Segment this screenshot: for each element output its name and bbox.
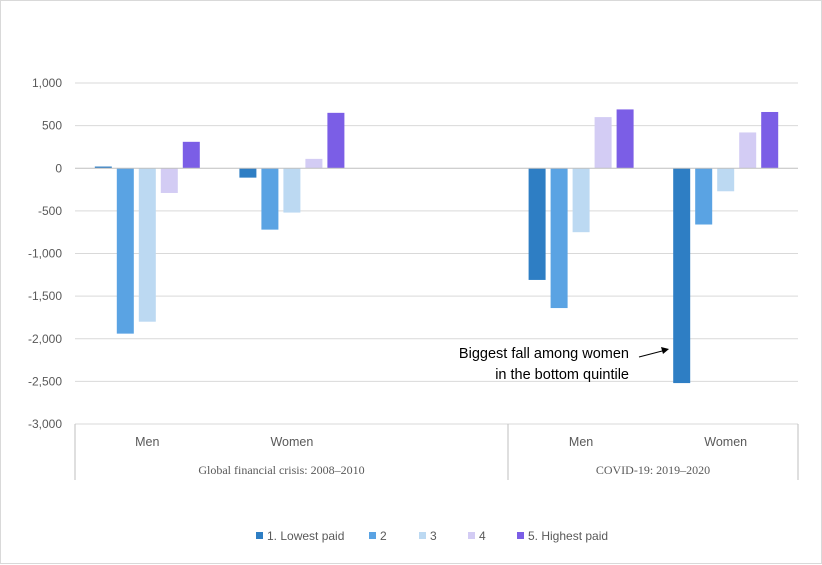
bar <box>673 168 691 384</box>
bar <box>283 168 301 213</box>
y-tick-label: -2,500 <box>28 374 62 388</box>
annotation-line-2: in the bottom quintile <box>495 367 629 383</box>
legend-swatch <box>517 532 524 539</box>
y-tick-label: 1,000 <box>32 76 62 90</box>
bar <box>761 111 779 169</box>
period-label: Global financial crisis: 2008–2010 <box>198 463 364 477</box>
category-label: Women <box>704 435 747 449</box>
bar <box>572 168 590 233</box>
category-label: Women <box>270 435 313 449</box>
legend-swatch <box>256 532 263 539</box>
legend-label: 1. Lowest paid <box>267 529 344 543</box>
gridlines <box>75 82 798 425</box>
bar <box>327 112 345 169</box>
legend-label: 2 <box>380 529 387 543</box>
bar <box>695 168 713 225</box>
bar <box>550 168 568 309</box>
y-tick-label: -2,000 <box>28 332 62 346</box>
legend: 1. Lowest paid 2 3 4 5. Highest paid <box>256 529 608 543</box>
y-tick-label: -1,500 <box>28 289 62 303</box>
bar <box>594 117 612 169</box>
bar <box>739 132 757 169</box>
bar <box>94 166 112 169</box>
bar <box>160 168 178 193</box>
legend-label: 5. Highest paid <box>528 529 608 543</box>
bar <box>616 109 634 169</box>
bar <box>138 168 156 322</box>
annotation: Biggest fall among women in the bottom q… <box>459 346 669 383</box>
category-label: Men <box>135 435 159 449</box>
bar <box>717 168 735 192</box>
bar <box>182 141 200 169</box>
legend-swatch <box>468 532 475 539</box>
y-tick-label: 500 <box>42 119 62 133</box>
period-label: COVID-19: 2019–2020 <box>596 463 710 477</box>
legend-swatch <box>419 532 426 539</box>
annotation-arrow-line <box>638 349 667 358</box>
annotation-line-1: Biggest fall among women <box>459 346 629 362</box>
annotation-arrow-head <box>661 347 669 354</box>
category-label: Men <box>569 435 593 449</box>
bar <box>116 168 134 334</box>
y-tick-label: 0 <box>55 161 62 175</box>
y-tick-label: -1,000 <box>28 247 62 261</box>
legend-label: 3 <box>430 529 437 543</box>
y-tick-label: -3,000 <box>28 417 62 431</box>
legend-swatch <box>369 532 376 539</box>
y-tick-label: -500 <box>38 204 62 218</box>
x-axis: Men Women Global financial crisis: 2008–20… <box>74 424 799 480</box>
bar <box>239 168 257 178</box>
bars <box>94 109 779 384</box>
legend-label: 4 <box>479 529 486 543</box>
y-axis: 1,000 500 0 -500 -1,000 -1,500 -2,000 -2,500 -3,… <box>28 76 62 431</box>
bar <box>528 168 546 280</box>
bar <box>261 168 279 230</box>
bar <box>305 158 323 169</box>
